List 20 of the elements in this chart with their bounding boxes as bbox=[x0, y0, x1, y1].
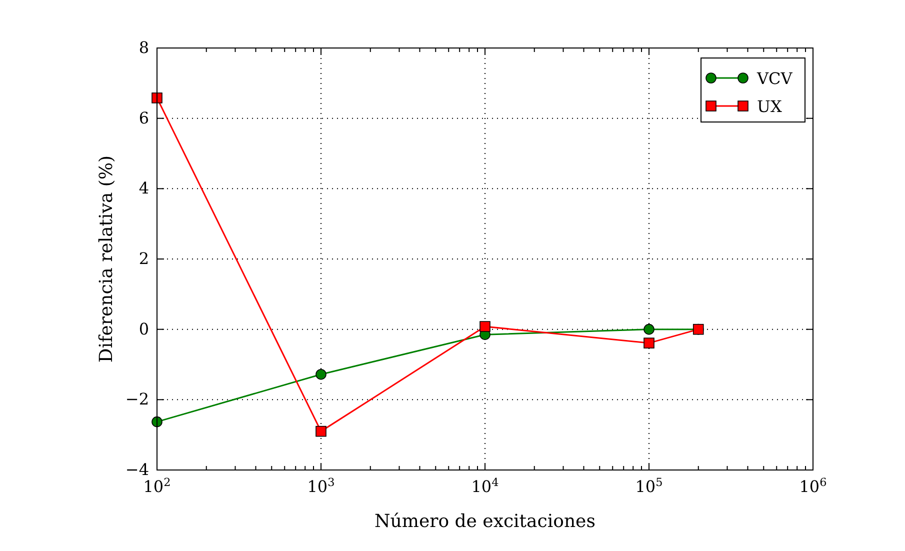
point bbox=[316, 426, 326, 437]
y-tick-label: 4 bbox=[138, 178, 149, 198]
point bbox=[644, 338, 654, 348]
point bbox=[644, 324, 654, 335]
x-tick-label: 10$^{6}$ bbox=[799, 476, 827, 496]
x-tick-label: 10$^{3}$ bbox=[307, 476, 335, 496]
point bbox=[480, 321, 490, 332]
y-tick-label: −2 bbox=[125, 390, 149, 409]
point bbox=[152, 92, 162, 104]
y-tick-label: 0 bbox=[138, 319, 149, 338]
x-tick-label: 10$^{5}$ bbox=[635, 476, 663, 496]
x-axis-title: Número de excitaciones bbox=[374, 511, 596, 532]
x-tick-label: 10$^{4}$ bbox=[471, 476, 499, 496]
y-tick-label: 2 bbox=[138, 249, 149, 268]
y-tick-label: 6 bbox=[138, 108, 149, 128]
y-axis-title: Diferencia relativa (%) bbox=[96, 155, 117, 363]
legend-label: UX bbox=[757, 97, 782, 116]
point bbox=[316, 368, 326, 380]
legend-label: VCV bbox=[756, 69, 793, 88]
y-tick-label: 8 bbox=[138, 38, 149, 57]
